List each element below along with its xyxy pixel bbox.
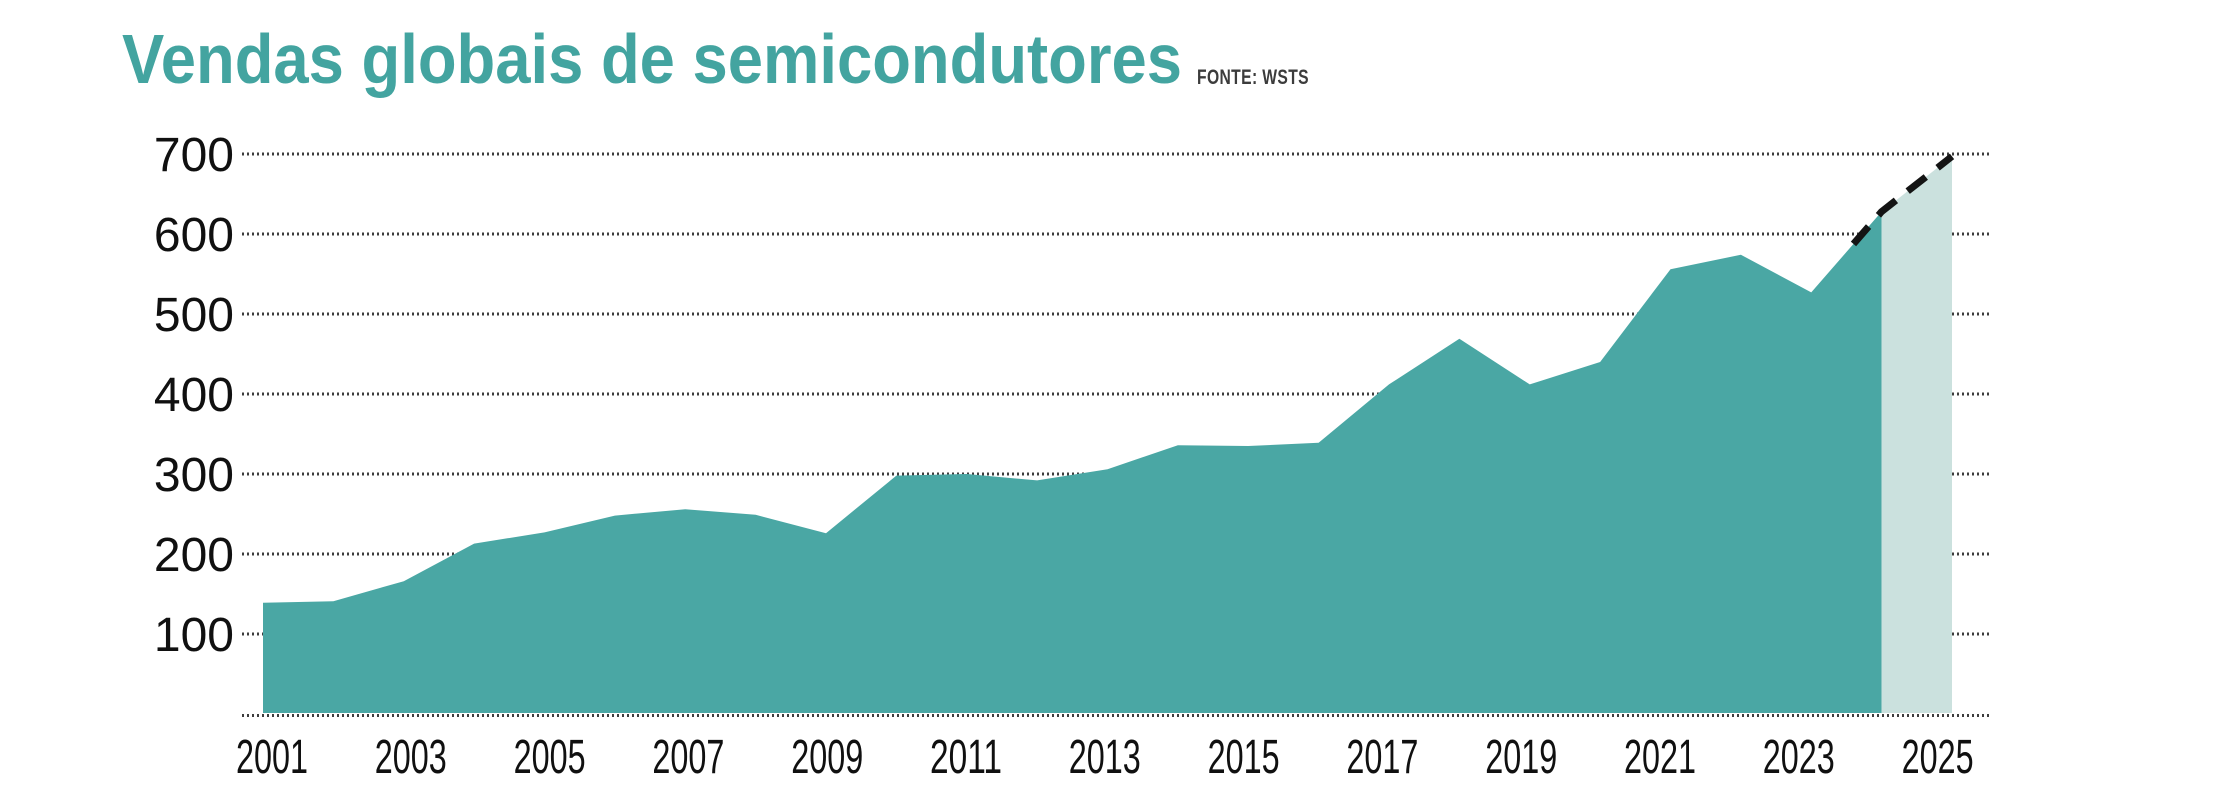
x-axis-label-2007: 2007 [652, 731, 724, 784]
x-axis-label-2005: 2005 [514, 731, 586, 784]
area-forecast [1881, 156, 1952, 713]
area-series [263, 156, 1952, 713]
x-axis-label-2019: 2019 [1485, 731, 1557, 784]
axis-labels: 100 200 300 400 500 600 700 2001 2003 2005 2007 200… [154, 129, 1974, 784]
forecast-dashed-line [1850, 153, 1955, 247]
y-axis-label-400: 400 [154, 369, 234, 422]
y-axis-label-100: 100 [154, 609, 234, 662]
x-axis-label-2011: 2011 [930, 731, 1002, 784]
x-axis-label-2013: 2013 [1069, 731, 1141, 784]
x-axis-label-2021: 2021 [1624, 731, 1696, 784]
x-axis-label-2023: 2023 [1763, 731, 1835, 784]
y-axis-label-200: 200 [154, 529, 234, 582]
forecast-overlay [242, 153, 1990, 717]
chart-title: Vendas globais de semicondutores [122, 20, 1182, 98]
x-axis-label-2017: 2017 [1346, 731, 1418, 784]
x-axis-label-2009: 2009 [791, 731, 863, 784]
area-actual [263, 211, 1882, 713]
x-axis-label-2025: 2025 [1902, 731, 1974, 784]
x-axis-label-2003: 2003 [375, 731, 447, 784]
x-axis-label-2015: 2015 [1208, 731, 1280, 784]
y-axis-label-300: 300 [154, 449, 234, 502]
y-axis-label-600: 600 [154, 209, 234, 262]
y-axis-label-500: 500 [154, 289, 234, 342]
source-label: FONTE: WSTS [1197, 66, 1309, 89]
x-axis-label-2001: 2001 [236, 731, 308, 784]
y-axis-label-700: 700 [154, 129, 234, 182]
